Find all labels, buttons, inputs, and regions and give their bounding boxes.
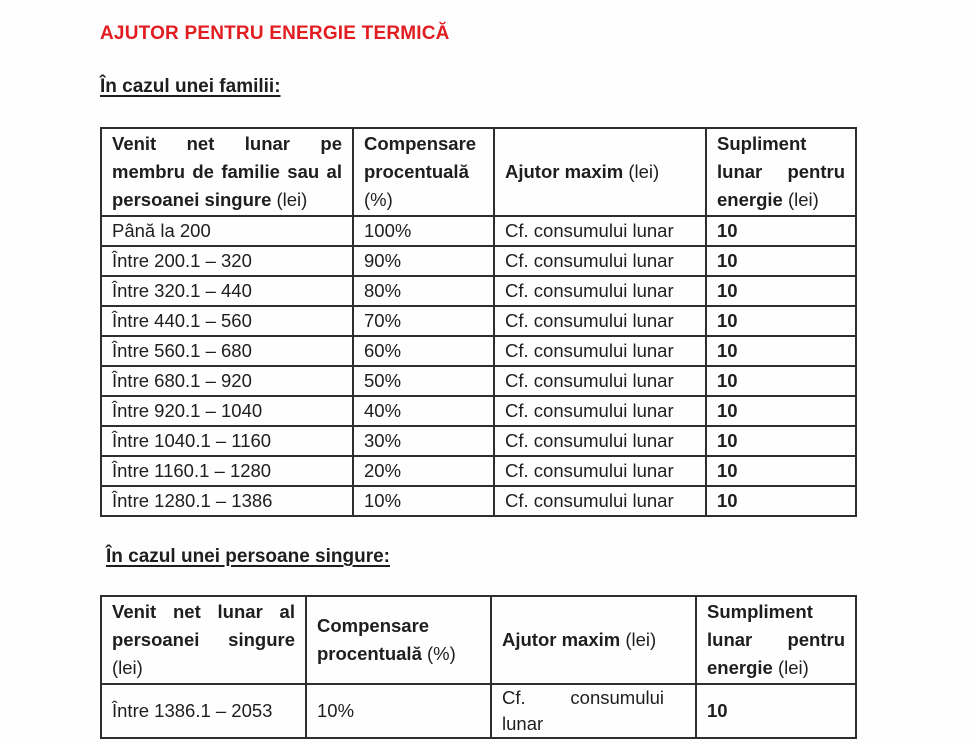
supplement-cell: 10 <box>705 425 857 457</box>
percent-cell: 20% <box>352 455 495 487</box>
family-section-heading: În cazul unei familii: <box>100 76 281 97</box>
compensation-column-header: Compensare procentuală (%) <box>305 595 492 685</box>
header-label: Venit net lunar al persoanei singure <box>112 601 295 650</box>
header-label: Supliment lunar pentru energie <box>717 133 845 210</box>
supplement-cell: 10 <box>705 245 857 277</box>
supplement-cell: 10 <box>705 215 857 247</box>
supplement-column-header: Sumpliment lunar pentru energie (lei) <box>695 595 857 685</box>
header-label: Ajutor maxim <box>505 161 624 182</box>
table-row: Între 320.1 – 440 80% Cf. consumului lun… <box>100 275 857 307</box>
table-row: Între 680.1 – 920 50% Cf. consumului lun… <box>100 365 857 397</box>
header-label: Venit net lunar pe membru de familie sau… <box>112 133 342 210</box>
supplement-cell: 10 <box>695 683 857 739</box>
max-aid-text: Cf. consumului lunar <box>502 687 664 734</box>
percent-cell: 30% <box>352 425 495 457</box>
percent-cell: 40% <box>352 395 495 427</box>
income-cell: Între 560.1 – 680 <box>100 335 354 367</box>
supplement-cell: 10 <box>705 485 857 517</box>
percent-cell: 80% <box>352 275 495 307</box>
income-cell: Între 440.1 – 560 <box>100 305 354 337</box>
supplement-cell: 10 <box>705 365 857 397</box>
income-cell: Între 680.1 – 920 <box>100 365 354 397</box>
income-cell: Până la 200 <box>100 215 354 247</box>
header-label: Sumpliment lunar pentru energie <box>707 601 845 678</box>
supplement-cell: 10 <box>705 395 857 427</box>
income-cell: Între 1386.1 – 2053 <box>100 683 307 739</box>
table-row: Între 1040.1 – 1160 30% Cf. consumului l… <box>100 425 857 457</box>
income-column-header: Venit net lunar pe membru de familie sau… <box>100 127 354 217</box>
header-label: Ajutor maxim <box>502 629 621 650</box>
percent-cell: 70% <box>352 305 495 337</box>
income-cell: Între 320.1 – 440 <box>100 275 354 307</box>
max-aid-cell: Cf. consumului lunar <box>493 455 707 487</box>
header-unit: (%) <box>364 189 393 210</box>
document-title: AJUTOR PENTRU ENERGIE TERMICĂ <box>100 23 450 44</box>
income-cell: Între 200.1 – 320 <box>100 245 354 277</box>
income-column-header: Venit net lunar al persoanei singure (le… <box>100 595 307 685</box>
percent-cell: 10% <box>305 683 492 739</box>
max-aid-cell: Cf. consumului lunar <box>493 305 707 337</box>
table-row: Între 440.1 – 560 70% Cf. consumului lun… <box>100 305 857 337</box>
table-row: Între 1280.1 – 1386 10% Cf. consumului l… <box>100 485 857 517</box>
table-row: Între 1386.1 – 2053 10% Cf. consumului l… <box>100 683 857 739</box>
percent-cell: 100% <box>352 215 495 247</box>
header-label: Compensare procentuală <box>364 133 477 182</box>
table-row: Între 560.1 – 680 60% Cf. consumului lun… <box>100 335 857 367</box>
max-aid-cell: Cf. consumului lunar <box>493 425 707 457</box>
percent-cell: 90% <box>352 245 495 277</box>
header-unit: (lei) <box>777 657 809 678</box>
supplement-column-header: Supliment lunar pentru energie (lei) <box>705 127 857 217</box>
header-unit: (lei) <box>112 657 143 678</box>
max-aid-cell: Cf. consumului lunar <box>493 395 707 427</box>
percent-cell: 10% <box>352 485 495 517</box>
header-unit: (lei) <box>276 189 308 210</box>
income-cell: Între 1040.1 – 1160 <box>100 425 354 457</box>
compensation-column-header: Compensare procentuală (%) <box>352 127 495 217</box>
table-row: Între 1160.1 – 1280 20% Cf. consumului l… <box>100 455 857 487</box>
table-row: Între 920.1 – 1040 40% Cf. consumului lu… <box>100 395 857 427</box>
max-aid-column-header: Ajutor maxim (lei) <box>490 595 697 685</box>
supplement-cell: 10 <box>705 335 857 367</box>
header-label: Compensare procentuală <box>317 615 430 664</box>
header-row: Venit net lunar al persoanei singure (le… <box>100 595 857 685</box>
supplement-cell: 10 <box>705 275 857 307</box>
max-aid-cell: Cf. consumului lunar <box>493 335 707 367</box>
max-aid-cell: Cf. consumului lunar <box>493 215 707 247</box>
percent-cell: 50% <box>352 365 495 397</box>
header-unit: (lei) <box>625 629 657 650</box>
max-aid-cell: Cf. consumului lunar <box>493 275 707 307</box>
single-person-aid-table: Venit net lunar al persoanei singure (le… <box>100 595 857 739</box>
income-cell: Între 920.1 – 1040 <box>100 395 354 427</box>
header-unit: (%) <box>427 643 456 664</box>
supplement-cell: 10 <box>705 455 857 487</box>
family-aid-table: Venit net lunar pe membru de familie sau… <box>100 127 857 517</box>
header-unit: (lei) <box>787 189 819 210</box>
income-cell: Între 1280.1 – 1386 <box>100 485 354 517</box>
percent-cell: 60% <box>352 335 495 367</box>
max-aid-cell: Cf. consumului lunar <box>493 245 707 277</box>
max-aid-cell: Cf. consumului lunar <box>490 683 697 739</box>
max-aid-cell: Cf. consumului lunar <box>493 485 707 517</box>
header-row: Venit net lunar pe membru de familie sau… <box>100 127 857 217</box>
table-row: Până la 200 100% Cf. consumului lunar 10 <box>100 215 857 247</box>
income-cell: Între 1160.1 – 1280 <box>100 455 354 487</box>
header-unit: (lei) <box>628 161 660 182</box>
table-row: Între 200.1 – 320 90% Cf. consumului lun… <box>100 245 857 277</box>
max-aid-column-header: Ajutor maxim (lei) <box>493 127 707 217</box>
single-person-section-heading: În cazul unei persoane singure: <box>106 546 391 567</box>
max-aid-cell: Cf. consumului lunar <box>493 365 707 397</box>
supplement-cell: 10 <box>705 305 857 337</box>
